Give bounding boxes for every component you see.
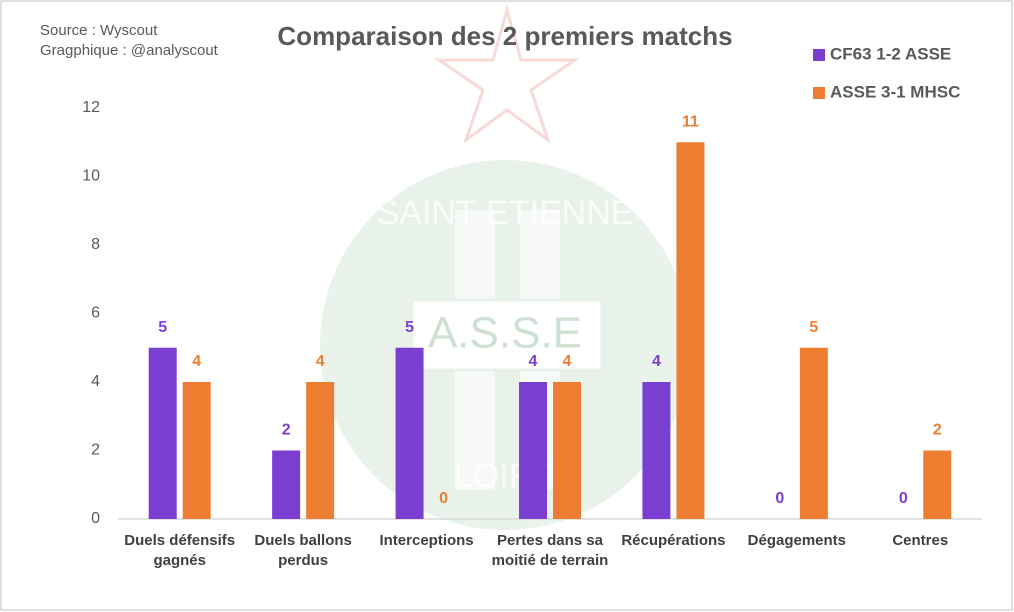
x-tick-label: Pertes dans sa moitié de terrain [491,532,609,569]
credit: Gragphique : @analyscout [40,42,219,59]
y-tick-label: 4 [91,373,100,390]
y-tick-label: 12 [82,99,100,116]
data-label: 2 [282,422,291,439]
data-label: 5 [158,319,167,336]
x-tick-label: Interceptions [379,532,474,549]
bar [553,382,581,519]
x-tick-label: Duels ballons perdus [254,532,352,569]
legend-label: ASSE 3-1 MHSC [830,82,960,101]
source: Source : Wyscout [40,22,158,39]
bar [676,142,705,519]
data-label: 0 [439,490,448,507]
data-label: 4 [563,353,572,370]
data-label: 2 [933,422,942,439]
data-label: 0 [775,490,784,507]
y-tick-label: 6 [91,305,100,322]
watermark-text: A.S.S.E [428,309,582,358]
bar [148,347,177,519]
y-tick-label: 10 [82,168,100,185]
x-tick-label: Dégagements [747,532,847,549]
data-label: 4 [529,353,538,370]
x-tick-label: Récupérations [621,532,726,549]
data-label: 4 [652,353,661,370]
chart-title: Comparaison des 2 premiers matchs [277,21,732,51]
legend-swatch [813,49,825,61]
data-label: 4 [316,353,325,370]
bar [272,450,301,519]
data-label: 5 [405,319,414,336]
bar [306,382,335,519]
watermark-star [434,4,580,145]
y-tick-label: 2 [91,442,100,459]
data-label: 5 [809,319,818,336]
x-tick-label: Centres [892,532,949,549]
bar [923,450,952,519]
bar [182,382,211,519]
y-tick-label: 8 [91,236,100,253]
data-label: 4 [192,353,201,370]
bar [642,382,671,519]
bar [799,347,828,519]
watermark-box [410,298,604,372]
legend-swatch [813,87,825,99]
bar [395,347,424,519]
legend-label: CF63 1-2 ASSE [830,44,951,63]
data-label: 11 [682,113,699,130]
bar [519,382,547,519]
watermark-text: SAINT-ETIENNE [377,194,634,232]
data-label: 0 [899,490,908,507]
watermark-stripe [455,210,495,490]
x-tick-label: Duels défensifs gagnés [124,532,236,569]
y-tick-label: 0 [91,510,100,527]
